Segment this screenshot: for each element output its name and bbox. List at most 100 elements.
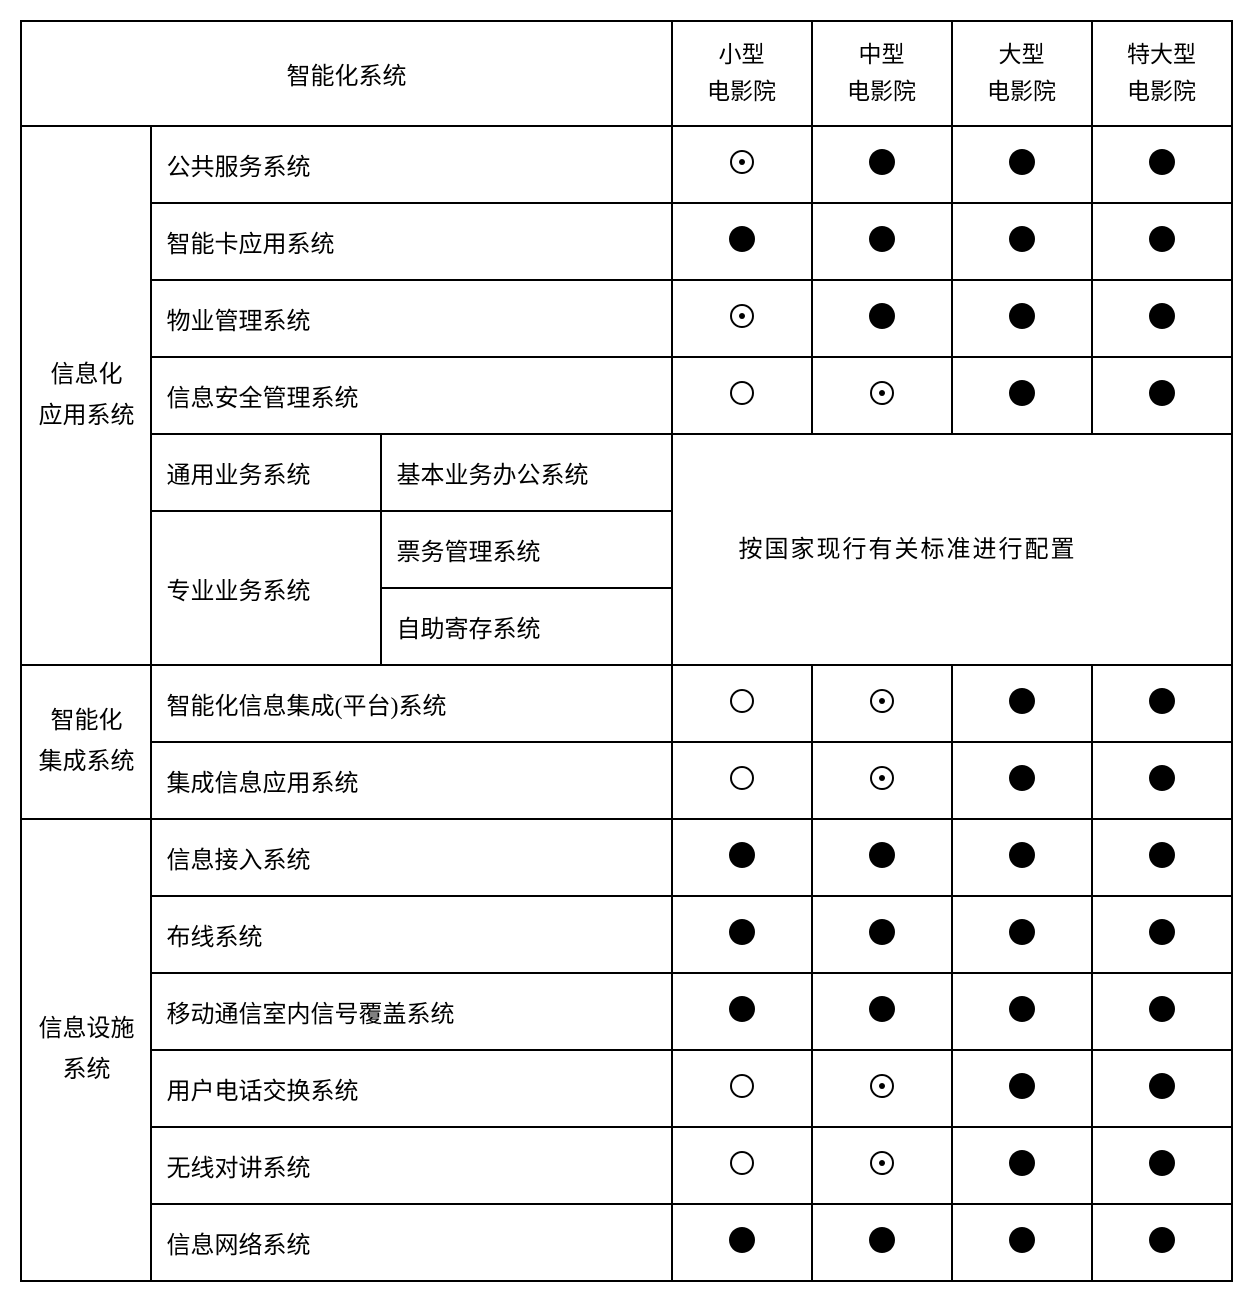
dot-icon — [870, 766, 894, 790]
marker-cell — [672, 280, 812, 357]
marker-cell — [812, 357, 952, 434]
subcategory-cell: 物业管理系统 — [151, 280, 671, 357]
marker-cell — [812, 742, 952, 819]
marker-cell — [672, 973, 812, 1050]
table-header-row: 智能化系统 小型电影院 中型电影院 大型电影院 特大型电影院 — [21, 21, 1231, 126]
marker-cell — [812, 1127, 952, 1204]
marker-cell — [672, 1127, 812, 1204]
note-cell: 按国家现行有关标准进行配置 — [672, 434, 1232, 665]
filled-icon — [1009, 842, 1035, 868]
marker-cell — [952, 1127, 1092, 1204]
dot-icon — [730, 150, 754, 174]
filled-icon — [1149, 1073, 1175, 1099]
marker-cell — [952, 203, 1092, 280]
marker-cell — [1092, 1204, 1232, 1281]
filled-icon — [1149, 996, 1175, 1022]
filled-icon — [869, 226, 895, 252]
header-col-medium: 中型电影院 — [812, 21, 952, 126]
table-row: 物业管理系统 — [21, 280, 1231, 357]
subcategory-cell: 用户电话交换系统 — [151, 1050, 671, 1127]
marker-cell — [952, 357, 1092, 434]
subcategory-cell: 智能化信息集成(平台)系统 — [151, 665, 671, 742]
filled-icon — [1149, 380, 1175, 406]
marker-cell — [672, 1204, 812, 1281]
subcategory-cell: 集成信息应用系统 — [151, 742, 671, 819]
filled-icon — [1149, 765, 1175, 791]
filled-icon — [869, 919, 895, 945]
filled-icon — [869, 149, 895, 175]
subcategory-cell: 布线系统 — [151, 896, 671, 973]
subsub-cell: 自助寄存系统 — [381, 588, 671, 665]
marker-cell — [952, 973, 1092, 1050]
table-row: 无线对讲系统 — [21, 1127, 1231, 1204]
empty-icon — [730, 381, 754, 405]
marker-cell — [952, 1050, 1092, 1127]
header-col-large: 大型电影院 — [952, 21, 1092, 126]
table-row: 移动通信室内信号覆盖系统 — [21, 973, 1231, 1050]
marker-cell — [952, 896, 1092, 973]
marker-cell — [952, 742, 1092, 819]
category-info-facility: 信息设施系统 — [21, 819, 151, 1281]
filled-icon — [729, 1227, 755, 1253]
header-col-small: 小型电影院 — [672, 21, 812, 126]
empty-icon — [730, 689, 754, 713]
filled-icon — [1149, 1150, 1175, 1176]
marker-cell — [812, 203, 952, 280]
table-row: 集成信息应用系统 — [21, 742, 1231, 819]
marker-cell — [952, 1204, 1092, 1281]
empty-icon — [730, 1151, 754, 1175]
subcategory-cell: 专业业务系统 — [151, 511, 381, 665]
marker-cell — [812, 1204, 952, 1281]
header-col-xlarge: 特大型电影院 — [1092, 21, 1232, 126]
table-row: 智能化集成系统 智能化信息集成(平台)系统 — [21, 665, 1231, 742]
filled-icon — [1009, 303, 1035, 329]
filled-icon — [1149, 149, 1175, 175]
marker-cell — [1092, 1050, 1232, 1127]
marker-cell — [812, 280, 952, 357]
marker-cell — [672, 126, 812, 203]
table-row: 信息化应用系统 公共服务系统 — [21, 126, 1231, 203]
subcategory-cell: 信息网络系统 — [151, 1204, 671, 1281]
marker-cell — [672, 819, 812, 896]
table-row: 布线系统 — [21, 896, 1231, 973]
table-row: 用户电话交换系统 — [21, 1050, 1231, 1127]
filled-icon — [1149, 303, 1175, 329]
filled-icon — [869, 842, 895, 868]
dot-icon — [870, 1151, 894, 1175]
subcategory-cell: 无线对讲系统 — [151, 1127, 671, 1204]
table-row: 通用业务系统 基本业务办公系统 按国家现行有关标准进行配置 — [21, 434, 1231, 511]
table-row: 信息安全管理系统 — [21, 357, 1231, 434]
marker-cell — [1092, 665, 1232, 742]
marker-cell — [1092, 357, 1232, 434]
marker-cell — [672, 1050, 812, 1127]
filled-icon — [729, 996, 755, 1022]
filled-icon — [1149, 226, 1175, 252]
filled-icon — [1009, 1073, 1035, 1099]
empty-icon — [730, 766, 754, 790]
dot-icon — [870, 381, 894, 405]
subcategory-cell: 智能卡应用系统 — [151, 203, 671, 280]
filled-icon — [1149, 688, 1175, 714]
marker-cell — [1092, 1127, 1232, 1204]
filled-icon — [729, 226, 755, 252]
marker-cell — [672, 742, 812, 819]
filled-icon — [869, 996, 895, 1022]
table-row: 信息网络系统 — [21, 1204, 1231, 1281]
subsub-cell: 票务管理系统 — [381, 511, 671, 588]
marker-cell — [952, 126, 1092, 203]
filled-icon — [1009, 688, 1035, 714]
marker-cell — [812, 1050, 952, 1127]
filled-icon — [869, 1227, 895, 1253]
marker-cell — [952, 280, 1092, 357]
dot-icon — [870, 1074, 894, 1098]
subcategory-cell: 信息接入系统 — [151, 819, 671, 896]
marker-cell — [812, 896, 952, 973]
marker-cell — [672, 665, 812, 742]
marker-cell — [1092, 203, 1232, 280]
table-row: 智能卡应用系统 — [21, 203, 1231, 280]
filled-icon — [1009, 380, 1035, 406]
filled-icon — [1149, 1227, 1175, 1253]
filled-icon — [1009, 149, 1035, 175]
table-row: 信息设施系统 信息接入系统 — [21, 819, 1231, 896]
marker-cell — [1092, 973, 1232, 1050]
